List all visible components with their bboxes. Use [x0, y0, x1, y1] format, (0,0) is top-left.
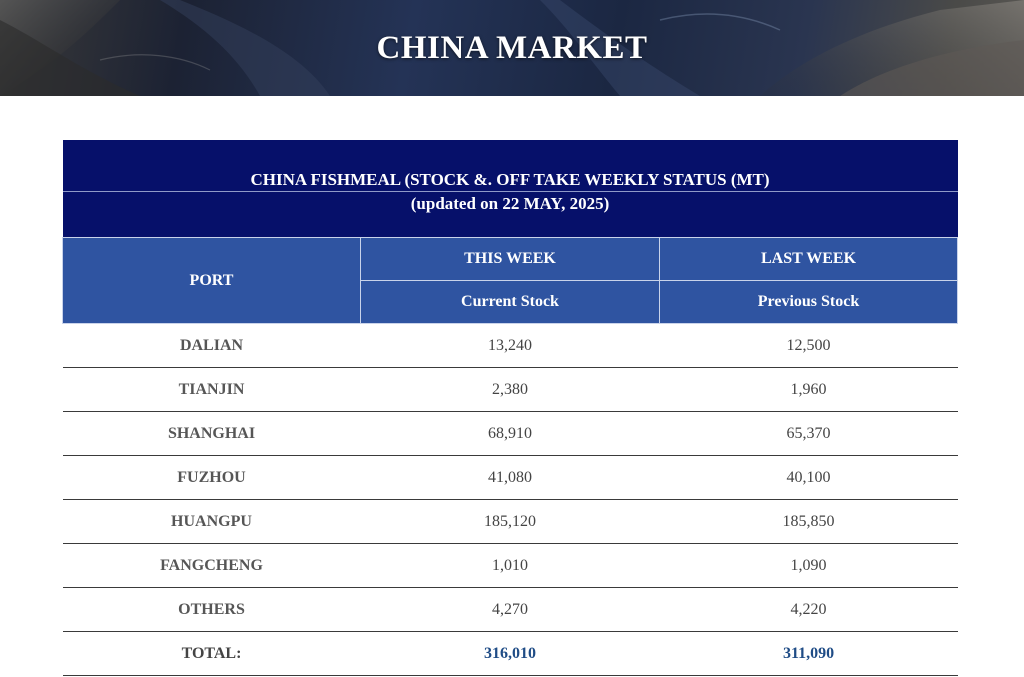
page-title: CHINA MARKET	[376, 30, 648, 66]
header-banner: CHINA MARKET	[0, 0, 1024, 96]
table-row: FANGCHENG 1,010 1,090	[62, 543, 958, 588]
total-current-stock: 316,010	[360, 631, 660, 676]
table-title: CHINA FISHMEAL (STOCK &. OFF TAKE WEEKLY…	[62, 140, 958, 192]
table-row: HUANGPU 185,120 185,850	[62, 499, 958, 544]
current-stock-value: 185,120	[360, 499, 660, 544]
port-name: TIANJIN	[62, 367, 361, 412]
port-name: FUZHOU	[62, 455, 361, 500]
column-subheader-previous-stock: Previous Stock	[658, 280, 959, 324]
column-header-this-week: THIS WEEK	[360, 237, 660, 281]
table-row: DALIAN 13,240 12,500	[62, 323, 958, 368]
current-stock-value: 68,910	[360, 411, 660, 456]
column-header-port: PORT	[62, 237, 361, 324]
previous-stock-value: 1,960	[659, 367, 958, 412]
previous-stock-value: 185,850	[659, 499, 958, 544]
total-row: TOTAL: 316,010 311,090	[62, 631, 958, 676]
table-row: SHANGHAI 68,910 65,370	[62, 411, 958, 456]
port-name: FANGCHENG	[62, 543, 361, 588]
current-stock-value: 13,240	[360, 323, 660, 368]
table-row: TIANJIN 2,380 1,960	[62, 367, 958, 412]
current-stock-value: 41,080	[360, 455, 660, 500]
current-stock-value: 1,010	[360, 543, 660, 588]
previous-stock-value: 1,090	[659, 543, 958, 588]
banner-background-image	[0, 0, 1024, 96]
fishmeal-stock-table-container: CHINA FISHMEAL (STOCK &. OFF TAKE WEEKLY…	[62, 140, 959, 676]
column-subheader-current-stock: Current Stock	[360, 280, 660, 324]
total-previous-stock: 311,090	[659, 631, 958, 676]
table-row: OTHERS 4,270 4,220	[62, 587, 958, 632]
previous-stock-value: 40,100	[659, 455, 958, 500]
total-label: TOTAL:	[62, 631, 361, 676]
previous-stock-value: 4,220	[659, 587, 958, 632]
port-name: OTHERS	[62, 587, 361, 632]
column-header-last-week: LAST WEEK	[658, 237, 959, 281]
table-updated-date: (updated on 22 MAY, 2025)	[62, 191, 958, 238]
port-name: DALIAN	[62, 323, 361, 368]
current-stock-value: 4,270	[360, 587, 660, 632]
port-name: SHANGHAI	[62, 411, 361, 456]
port-name: HUANGPU	[62, 499, 361, 544]
fishmeal-stock-table: CHINA FISHMEAL (STOCK &. OFF TAKE WEEKLY…	[62, 140, 959, 676]
previous-stock-value: 65,370	[659, 411, 958, 456]
previous-stock-value: 12,500	[659, 323, 958, 368]
current-stock-value: 2,380	[360, 367, 660, 412]
table-row: FUZHOU 41,080 40,100	[62, 455, 958, 500]
